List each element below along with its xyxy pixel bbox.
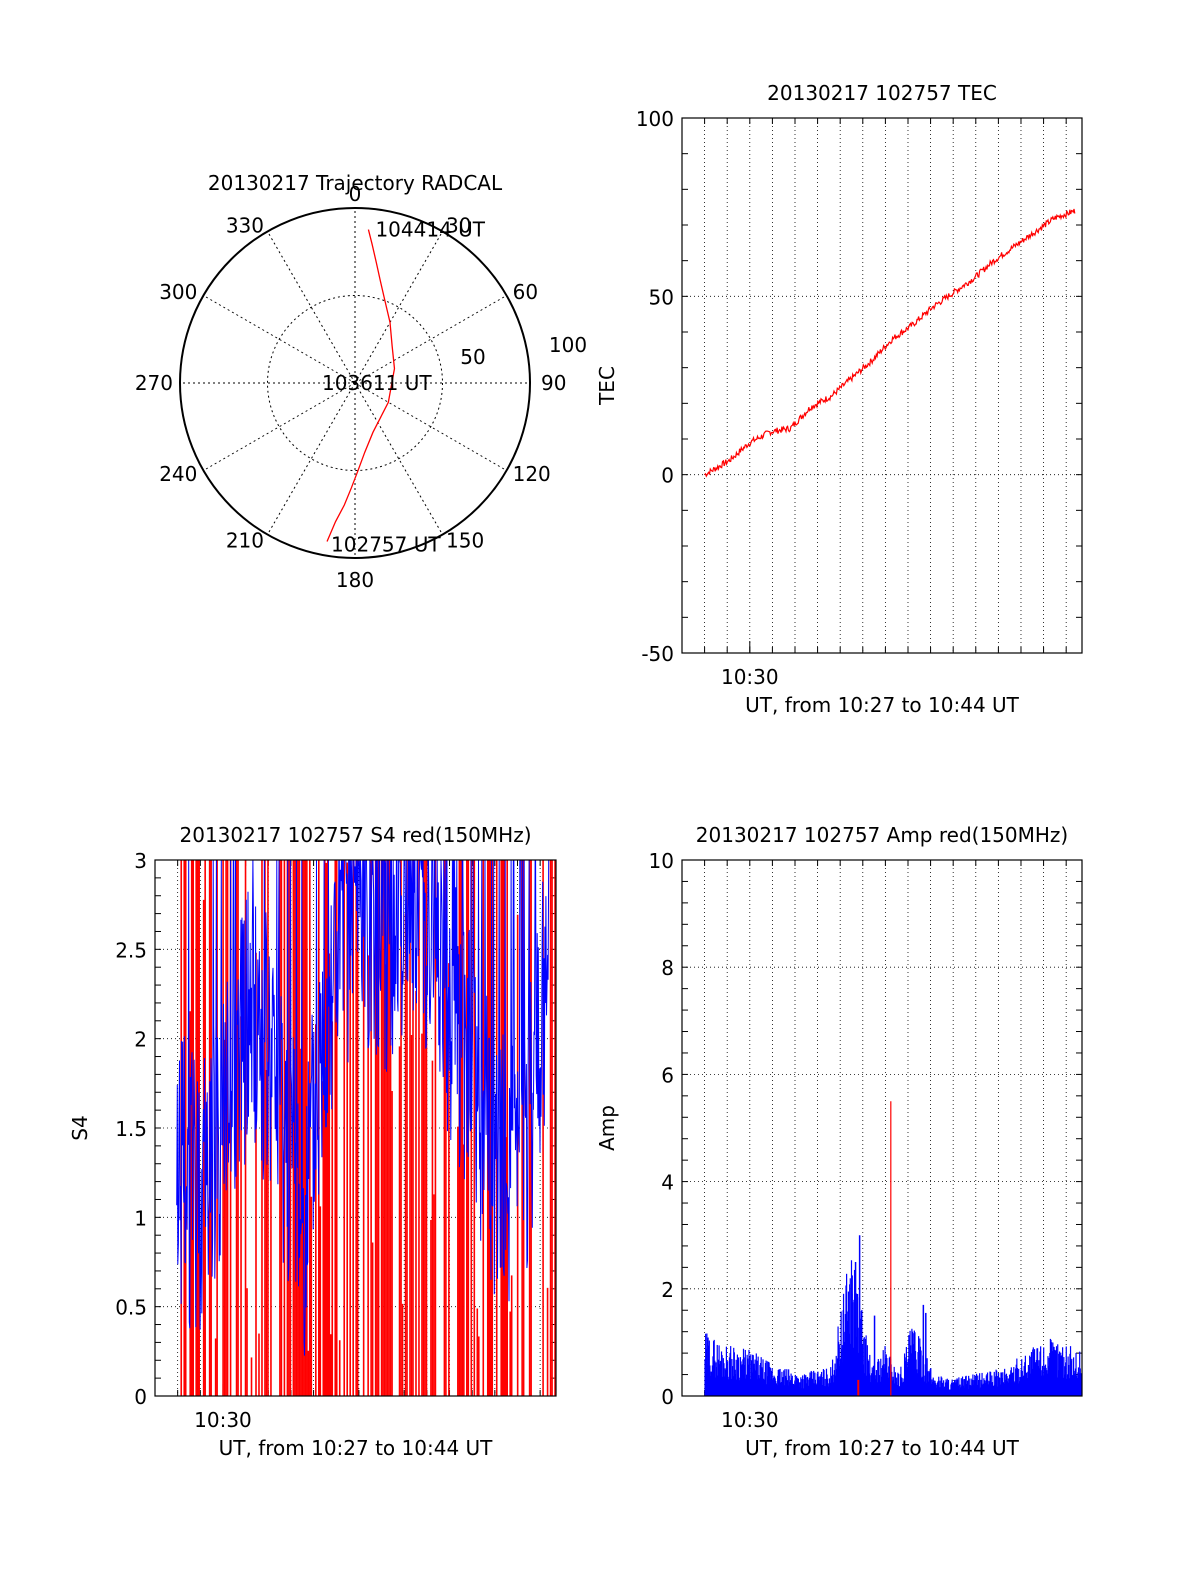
polar-angle-label: 300 [159,280,197,304]
polar-angle-label: 330 [226,213,264,237]
plot-frame [681,117,1083,654]
y-tick-label: 0 [661,1385,674,1409]
polar-spoke [354,382,507,471]
polar-angle-label: 60 [513,280,538,304]
polar-angle-label: 30 [446,213,471,237]
polar-annotation: 102757 UT [331,533,441,557]
amp-panel [681,859,1083,1397]
y-axis-label: TEC [595,366,619,406]
y-tick-label: 0 [661,464,674,488]
polar-annotation: 104414 UT [375,217,485,241]
polar-angle-label: 270 [135,371,173,395]
y-tick-label: 1 [134,1206,147,1230]
x-axis-label: UT, from 10:27 to 10:44 UT [219,1436,494,1460]
panel-title: 20130217 102757 Amp red(150MHz) [696,823,1068,847]
polar-ring [267,295,443,471]
polar-angle-label: 150 [446,529,484,553]
y-tick-label: 2 [661,1278,674,1302]
x-tick-label: 10:30 [194,1408,252,1432]
polar-radius-label: 50 [460,345,485,369]
y-tick-label: 0 [134,1385,147,1409]
y-axis-label: Amp [595,1105,619,1151]
plot-frame [681,859,1083,1397]
polar-spoke [267,231,356,384]
x-axis-label: UT, from 10:27 to 10:44 UT [745,1436,1020,1460]
polar-angle-label: 120 [513,462,551,486]
panel-title: 20130217 102757 TEC [767,81,997,105]
panel-title: 20130217 102757 S4 red(150MHz) [180,823,532,847]
y-tick-label: 4 [661,1171,674,1195]
polar-title: 20130217 Trajectory RADCAL [208,171,503,195]
polar-spoke [203,382,356,471]
s4-panel [154,859,557,1397]
y-tick-label: 2 [134,1028,147,1052]
polar-spoke [354,382,443,535]
polar-spoke [267,382,356,535]
y-tick-label: 50 [649,285,674,309]
polar-angle-label: 90 [541,371,566,395]
polar-outer-circle [179,207,531,559]
x-tick-label: 10:30 [721,1408,779,1432]
amp-blue-bars [704,1235,1083,1396]
y-tick-label: 1.5 [115,1117,147,1141]
plot-frame [154,859,557,1397]
polar-spoke [354,231,443,384]
y-tick-label: 100 [636,107,674,131]
trajectory-track [326,229,396,542]
x-axis-label: UT, from 10:27 to 10:44 UT [745,693,1020,717]
polar-annotation: 103611 UT [322,371,432,395]
y-axis-label: S4 [68,1115,92,1140]
y-tick-label: -50 [641,642,674,666]
polar-angle-label: 240 [159,462,197,486]
polar-angle-label: 0 [349,182,362,206]
y-tick-label: 10 [649,849,674,873]
y-tick-label: 3 [134,849,147,873]
y-tick-label: 8 [661,956,674,980]
y-tick-label: 2.5 [115,938,147,962]
tec-series-line [704,208,1076,478]
polar-angle-label: 180 [336,568,374,592]
polar-spoke [203,295,356,384]
y-tick-label: 0.5 [115,1296,147,1320]
y-tick-label: 6 [661,1063,674,1087]
polar-angle-label: 210 [226,529,264,553]
polar-radius-label: 100 [549,333,587,357]
tec-panel [681,117,1083,654]
x-tick-label: 10:30 [721,665,779,689]
polar-spoke [354,295,507,384]
